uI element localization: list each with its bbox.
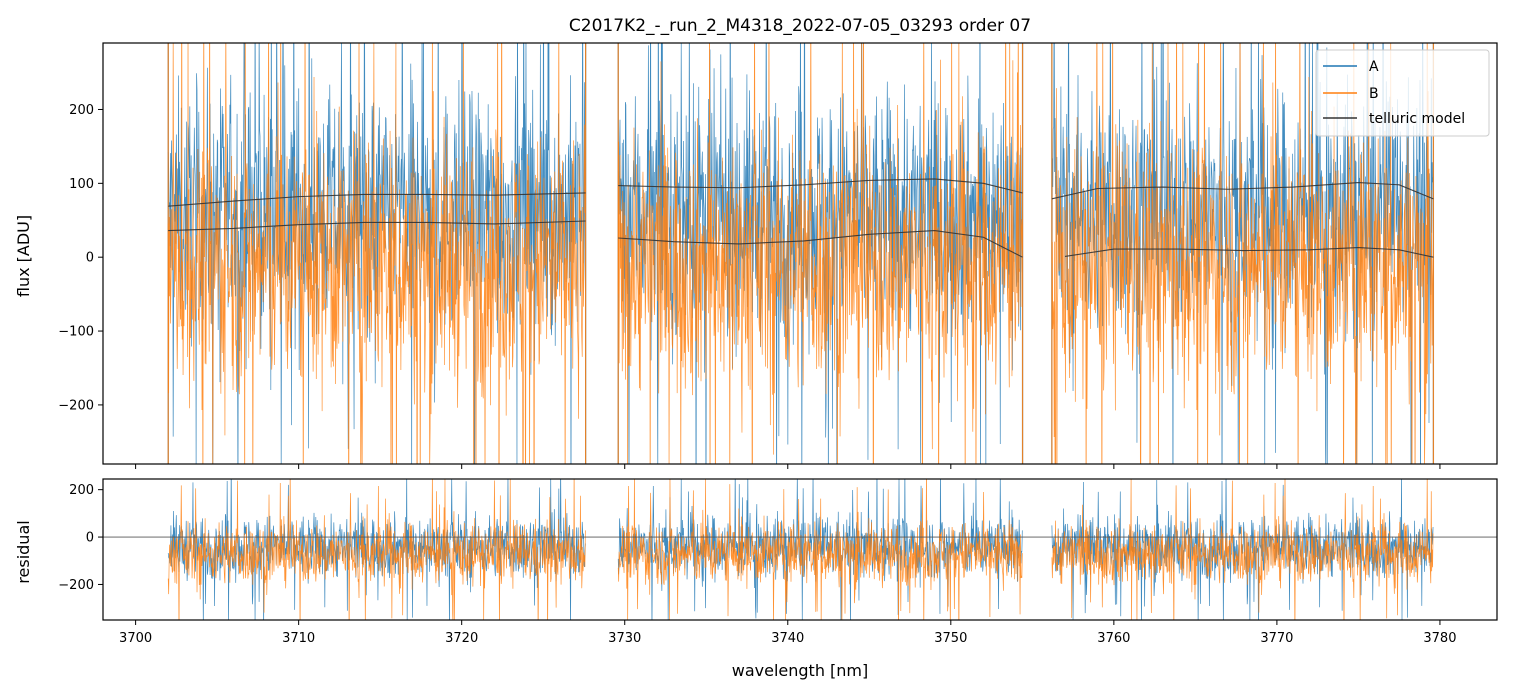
residual-b-segment-3: [1051, 479, 1434, 620]
flux-y-tick-label: −200: [58, 398, 94, 413]
series-b-segment-2: [617, 43, 1023, 464]
x-tick-label: 3760: [1097, 631, 1130, 646]
legend-label-telluric: telluric model: [1369, 111, 1465, 127]
x-tick-label: 3720: [445, 631, 478, 646]
telluric-model-curve-6: [1064, 247, 1434, 258]
flux-y-tick-label: 0: [86, 251, 94, 266]
telluric-model-curve-4: [618, 230, 1023, 258]
residual-y-axis-label: residual: [14, 520, 33, 583]
residual-b-segment-1: [167, 479, 586, 620]
x-tick-label: 3740: [771, 631, 804, 646]
flux-y-tick-label: 200: [69, 103, 94, 118]
residual-panel: −200 0 200 3700 3710 3720 3730 3740 3750 3760 377…: [14, 478, 1498, 680]
flux-panel: −200 −100 0 100 200 flux [ADU]: [14, 42, 1498, 469]
legend-box: [1315, 49, 1490, 137]
x-tick-label: 3710: [282, 631, 315, 646]
residual-y-tick-label: 0: [86, 531, 94, 546]
x-tick-label: 3750: [934, 631, 967, 646]
residual-y-axis: −200 0 200: [58, 483, 103, 593]
flux-y-axis-label: flux [ADU]: [14, 215, 33, 297]
x-tick-label: 3780: [1423, 631, 1456, 646]
residual-panel-frame: [102, 478, 1498, 621]
x-tick-label: 3770: [1260, 631, 1293, 646]
residual-y-tick-label: −200: [58, 578, 94, 593]
flux-y-axis: −200 −100 0 100 200: [58, 103, 103, 413]
residual-x-axis: 3700 3710 3720 3730 3740 3750 3760 3770 3780: [119, 620, 1456, 646]
residual-y-tick-label: 200: [69, 483, 94, 498]
series-b-segment-1: [167, 43, 586, 464]
flux-plot-area: [167, 43, 1435, 464]
residual-b-segment-2: [617, 479, 1023, 620]
legend-label-a: A: [1369, 59, 1379, 75]
flux-y-tick-label: 100: [69, 177, 94, 192]
x-axis-label: wavelength [nm]: [732, 661, 869, 680]
telluric-model-curve-1: [168, 192, 586, 207]
chart-title: C2017K2_-_run_2_M4318_2022-07-05_03293 o…: [569, 16, 1031, 36]
residual-plot-area: [103, 479, 1497, 620]
series-b-segment-3: [1051, 43, 1434, 464]
flux-panel-frame: [102, 42, 1498, 465]
flux-x-ticks: [135, 464, 1441, 469]
legend: A B telluric model: [1315, 49, 1490, 137]
telluric-model-curve-5: [1051, 182, 1434, 200]
flux-y-tick-label: −100: [58, 325, 94, 340]
telluric-model-curve-3: [618, 178, 1023, 194]
telluric-model-curve-2: [168, 220, 586, 232]
x-tick-label: 3700: [119, 631, 152, 646]
legend-label-b: B: [1369, 86, 1379, 102]
x-tick-label: 3730: [608, 631, 641, 646]
